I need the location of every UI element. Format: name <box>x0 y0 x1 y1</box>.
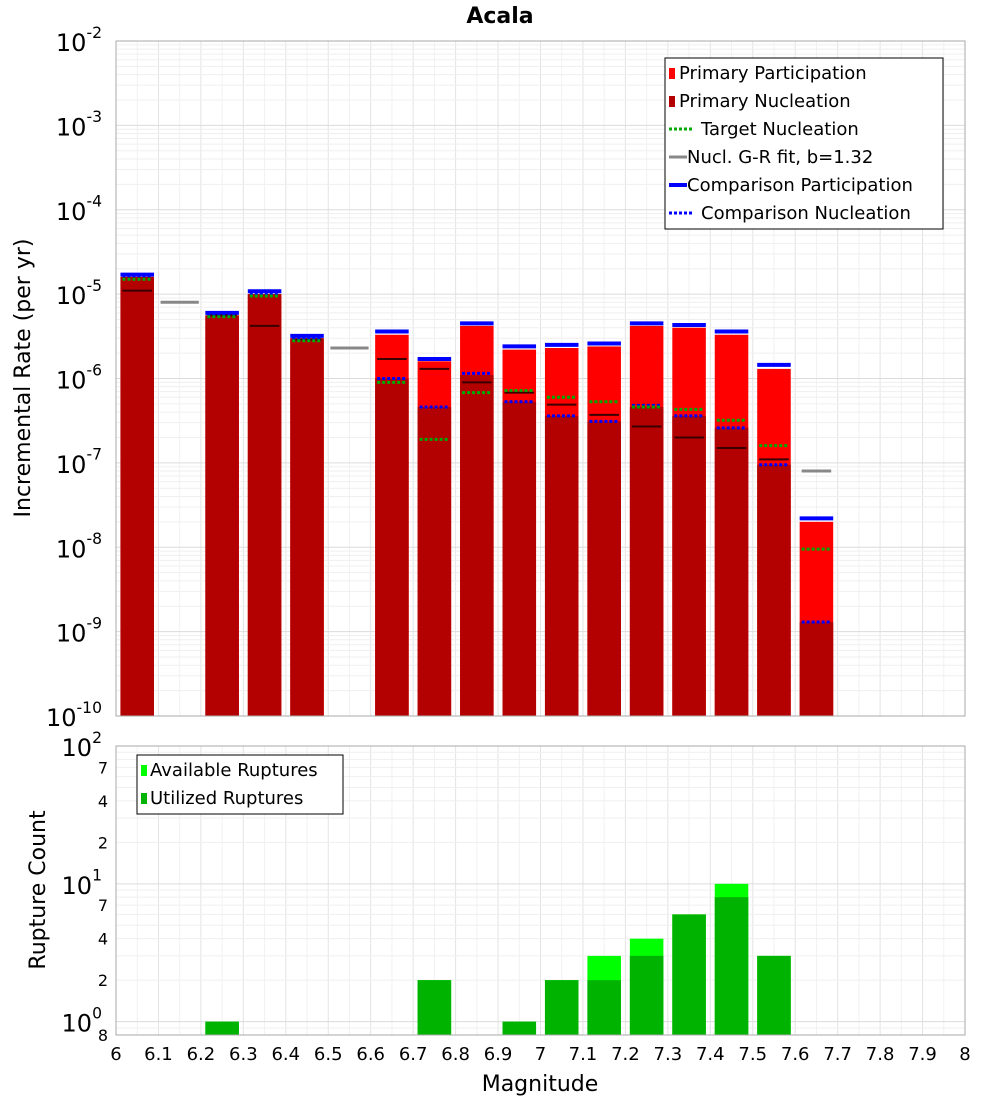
count-legend-label: Available Ruptures <box>150 760 318 781</box>
x-tick-label: 7.6 <box>781 1044 810 1065</box>
rate-legend-item: Target Nucleation <box>669 119 859 140</box>
rate-y-axis-label: Incremental Rate (per yr) <box>11 239 36 518</box>
count-y-tick-label: 4 <box>98 792 108 811</box>
x-tick-label: 7.9 <box>908 1044 937 1065</box>
rate-legend-item: Primary Nucleation <box>669 91 851 112</box>
x-tick-label: 7.2 <box>611 1044 640 1065</box>
utilized-ruptures-bar <box>544 980 579 1035</box>
rate-legend-item: Comparison Participation <box>669 175 913 196</box>
utilized-ruptures-bar <box>629 955 664 1035</box>
nucleation-bar <box>714 427 749 716</box>
count-legend-item: Available Ruptures <box>141 760 318 781</box>
x-tick-label: 6.9 <box>484 1044 513 1065</box>
utilized-ruptures-bar <box>587 980 621 1035</box>
x-tick-label: 7.7 <box>823 1044 852 1065</box>
rate-legend-swatch <box>669 96 675 107</box>
rate-legend-label: Primary Nucleation <box>679 91 851 112</box>
utilized-ruptures-bar <box>502 1021 537 1035</box>
x-tick-label: 6.5 <box>314 1044 343 1065</box>
nucleation-bar <box>417 406 452 716</box>
rate-y-tick-label: 10-10 <box>46 699 102 732</box>
rate-legend-box <box>664 57 944 230</box>
x-tick-label: 6.6 <box>356 1044 385 1065</box>
x-tick-label: 7 <box>535 1044 546 1065</box>
count-y-tick-label: 100 <box>62 1004 102 1037</box>
count-y-tick-label: 101 <box>62 867 102 900</box>
rate-y-tick-label: 10-4 <box>56 193 102 226</box>
nucleation-bar <box>502 401 537 716</box>
nucleation-bar <box>290 338 324 716</box>
rate-y-tick-label: 10-7 <box>56 446 102 479</box>
rate-legend-item: Nucl. G-R fit, b=1.32 <box>669 147 873 168</box>
count-y-tick-label: 7 <box>98 896 108 915</box>
rate-legend-swatch <box>669 68 675 79</box>
rate-y-tick-label: 10-2 <box>56 24 102 57</box>
count-y-tick-label: 7 <box>98 758 108 777</box>
x-tick-label: 6.1 <box>144 1044 173 1065</box>
x-tick-label: 6.7 <box>399 1044 428 1065</box>
nucleation-bar <box>247 294 282 716</box>
chart-title: Acala <box>466 4 533 29</box>
nucleation-bar <box>672 415 706 716</box>
count-y-tick-label: 102 <box>62 729 102 762</box>
x-tick-label: 6 <box>110 1044 121 1065</box>
nucleation-bar <box>205 315 239 716</box>
utilized-ruptures-bar <box>757 955 791 1035</box>
x-tick-label: 8 <box>959 1044 970 1065</box>
rate-y-tick-label: 10-6 <box>56 361 102 394</box>
magnitude-x-axis-label: Magnitude <box>482 1072 599 1097</box>
utilized-ruptures-bar <box>714 897 749 1035</box>
rate-legend-label: Primary Participation <box>679 63 867 84</box>
rate-y-tick-label: 10-8 <box>56 530 102 563</box>
x-tick-label: 6.4 <box>271 1044 300 1065</box>
nucleation-bar <box>799 622 834 716</box>
nucleation-bar <box>544 415 579 716</box>
count-legend-box <box>136 754 344 815</box>
rate-legend: Primary Participation Primary Nucleation T… <box>664 57 944 230</box>
count-plot-frame <box>115 745 966 1036</box>
rate-plot-frame <box>115 40 966 717</box>
rate-y-tick-label: 10-5 <box>56 277 102 310</box>
nucleation-bar <box>460 375 494 716</box>
x-tick-label: 6.3 <box>229 1044 258 1065</box>
count-y-tick-label: 8 <box>98 1026 108 1045</box>
rate-legend-label: Target Nucleation <box>700 119 859 140</box>
nucleation-bar <box>587 421 621 716</box>
utilized-ruptures-bar <box>417 980 452 1035</box>
rate-plot: 10-10 10-9 10-8 10-7 10-6 10-5 10-4 10-3 10-2 Pri… <box>46 24 966 732</box>
x-tick-label: 6.2 <box>187 1044 216 1065</box>
count-legend-swatch <box>141 793 147 804</box>
count-y-tick-label: 2 <box>98 833 108 852</box>
nucleation-bar <box>120 276 154 716</box>
rate-legend-item: Primary Participation <box>669 63 867 84</box>
rate-legend-label: Comparison Nucleation <box>701 203 911 224</box>
x-tick-label: 7.5 <box>738 1044 767 1065</box>
count-legend-swatch <box>141 765 147 776</box>
x-tick-label: 6.8 <box>441 1044 470 1065</box>
rate-y-tick-label: 10-3 <box>56 108 102 141</box>
count-y-tick-label: 4 <box>98 930 108 949</box>
x-tick-label: 7.8 <box>866 1044 895 1065</box>
utilized-ruptures-bar <box>205 1021 239 1035</box>
nucleation-bar <box>757 464 791 716</box>
x-tick-label: 7.4 <box>696 1044 725 1065</box>
x-tick-label: 7.3 <box>654 1044 683 1065</box>
nucleation-bar <box>629 406 664 716</box>
rate-legend-label: Comparison Participation <box>687 175 913 196</box>
count-y-tick-label: 2 <box>98 971 108 990</box>
x-tick-label: 7.1 <box>569 1044 598 1065</box>
nucleation-bar <box>375 378 409 716</box>
count-legend-item: Utilized Ruptures <box>141 788 303 809</box>
rate-legend-label: Nucl. G-R fit, b=1.32 <box>687 147 873 168</box>
count-y-axis-label: Rupture Count <box>26 810 51 970</box>
utilized-ruptures-bar <box>672 914 706 1035</box>
rate-y-tick-label: 10-9 <box>56 614 102 647</box>
rate-legend-item: Comparison Nucleation <box>669 203 911 224</box>
count-legend-label: Utilized Ruptures <box>150 788 303 809</box>
count-legend: Available Ruptures Utilized Ruptures <box>136 754 344 815</box>
